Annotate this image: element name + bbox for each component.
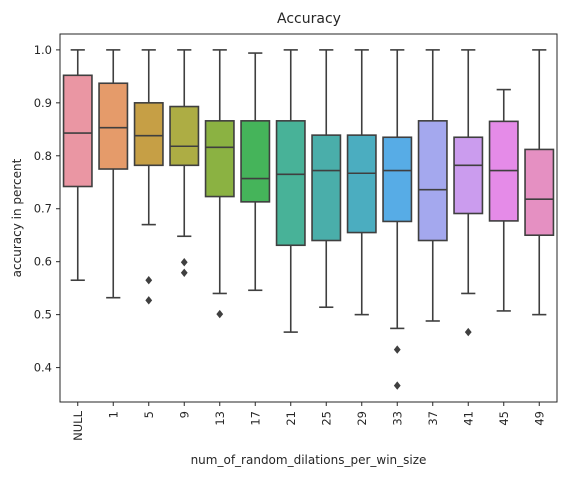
x-tick-label: 25	[319, 411, 333, 426]
y-tick-label: 0.8	[34, 149, 52, 163]
chart-title: Accuracy	[277, 11, 341, 27]
box-group	[275, 49, 306, 333]
box-group	[98, 49, 129, 299]
x-tick-label: 9	[177, 411, 191, 418]
plot-frame	[59, 33, 558, 403]
outlier-point	[145, 276, 153, 285]
box-group	[204, 49, 235, 319]
box	[240, 120, 271, 203]
box	[311, 134, 342, 242]
box-group	[62, 49, 93, 282]
x-tick-label: 41	[461, 411, 475, 426]
box	[453, 136, 484, 215]
box	[275, 120, 306, 247]
outlier-point	[145, 296, 153, 305]
x-tick-label: NULL	[71, 410, 85, 440]
x-tick-label: 29	[355, 411, 369, 426]
x-tick-label: 13	[213, 411, 227, 426]
box-group	[169, 49, 200, 278]
box	[204, 120, 235, 198]
outlier-point	[393, 345, 401, 354]
x-tick-label: 1	[106, 411, 120, 418]
outlier-point	[393, 381, 401, 390]
x-tick-label: 21	[284, 411, 298, 426]
x-tick-label: 37	[426, 411, 440, 426]
box-group	[382, 49, 413, 390]
outlier-point	[216, 309, 224, 319]
y-tick-label: 0.4	[34, 361, 52, 375]
y-tick-label: 1.0	[34, 43, 52, 57]
box-group	[311, 49, 342, 309]
box-group	[488, 88, 519, 312]
y-tick-label: 0.5	[34, 308, 52, 322]
x-tick-label: 45	[497, 411, 511, 426]
x-tick-label: 5	[142, 411, 156, 418]
y-tick-label: 0.9	[34, 96, 52, 110]
x-tick-label: 49	[532, 411, 546, 426]
y-axis-label: accuracy in percent	[10, 158, 24, 277]
box	[382, 136, 413, 223]
x-axis-label: num_of_random_dilations_per_win_size	[191, 453, 427, 467]
y-tick-label: 0.6	[34, 255, 52, 269]
y-tick-label: 0.7	[34, 202, 52, 216]
box	[98, 82, 129, 170]
x-axis: NULL 1 5 9 13 17 21 25 29 33 37 41 45 49	[71, 402, 546, 441]
box	[524, 148, 555, 237]
box-group	[133, 49, 164, 305]
box-group	[453, 49, 484, 337]
box	[346, 134, 377, 234]
outlier-point	[180, 268, 188, 278]
y-axis: 0.4 0.5 0.6 0.7 0.8 0.9 1.0	[34, 43, 60, 375]
box-group	[417, 49, 448, 322]
x-tick-label: 17	[248, 411, 262, 426]
box	[417, 120, 448, 242]
box	[169, 105, 200, 167]
box-group	[524, 49, 555, 316]
box	[62, 74, 93, 188]
outlier-point	[464, 327, 472, 337]
plot-area	[62, 49, 555, 390]
box	[133, 102, 164, 167]
x-tick-label: 33	[390, 411, 404, 426]
outlier-point	[180, 258, 188, 267]
box-group	[240, 52, 271, 292]
box-group	[346, 49, 377, 316]
